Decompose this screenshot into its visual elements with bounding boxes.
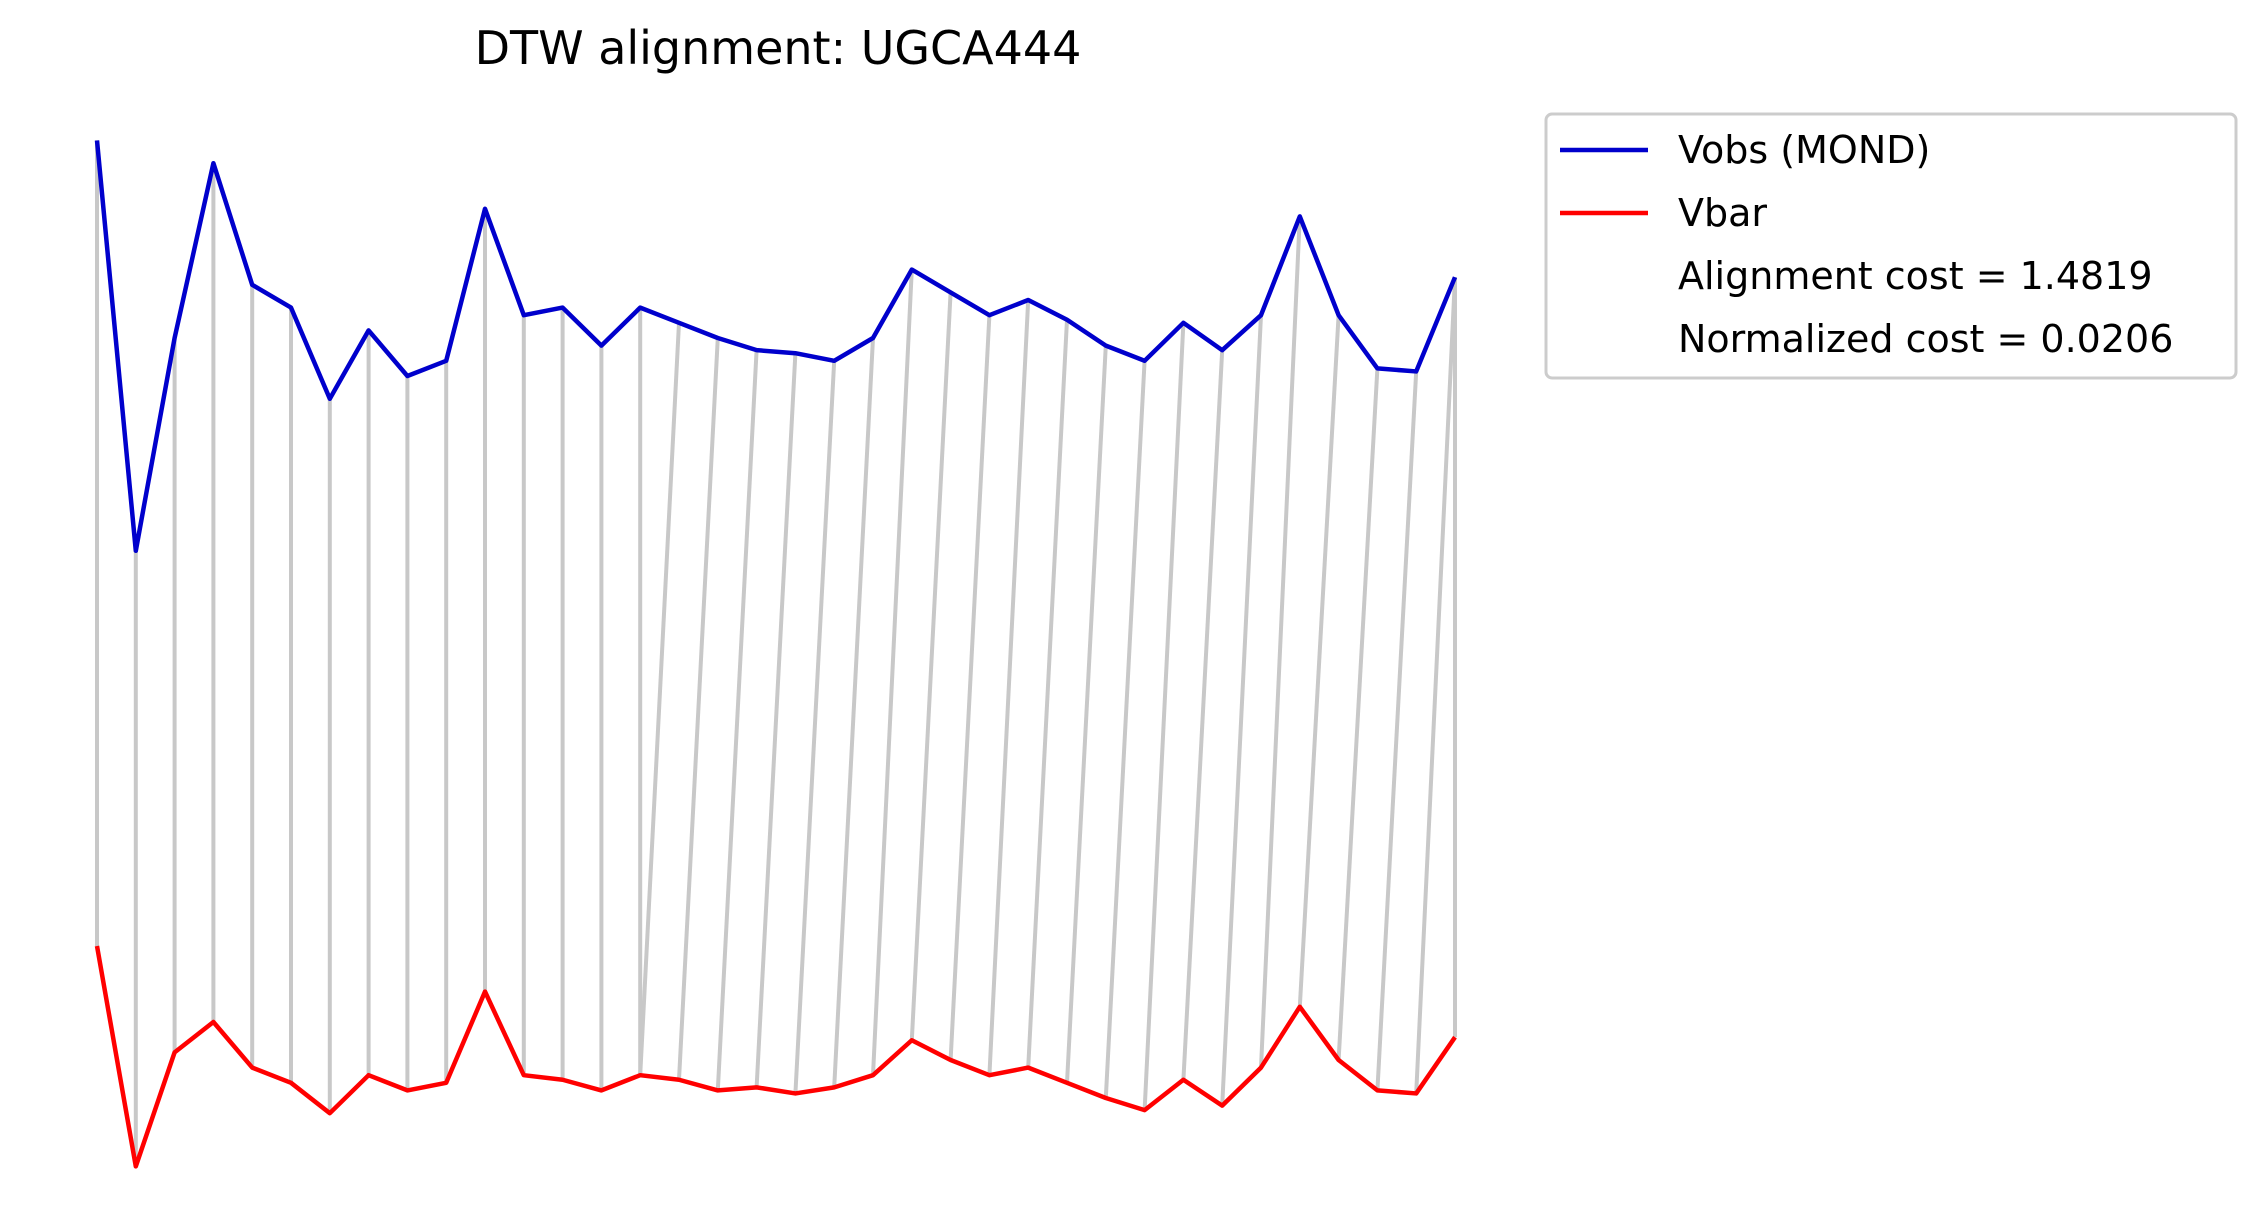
alignment-line-17-16 — [715, 350, 759, 1091]
alignment-line-23-22 — [948, 315, 992, 1061]
alignment-line-28-27 — [1142, 322, 1186, 1111]
alignment-line-21-20 — [871, 269, 914, 1076]
alignment-line-22-21 — [909, 292, 953, 1041]
alignment-line-34-33 — [1375, 371, 1419, 1091]
alignment-line-32-31 — [1297, 315, 1341, 1007]
alignment-line-27-26 — [1103, 360, 1147, 1099]
alignment-line-20-19 — [832, 337, 875, 1088]
alignment-line-30-29 — [1220, 315, 1263, 1106]
alignment-line-26-25 — [1065, 345, 1108, 1083]
alignment-lines — [95, 140, 1457, 1167]
alignment-line-29-28 — [1181, 350, 1225, 1080]
legend: Vobs (MOND) Vbar Alignment cost = 1.4819 No… — [1544, 112, 2238, 380]
alignment-line-19-18 — [793, 360, 837, 1094]
legend-label-2: Alignment cost = 1.4819 — [1678, 254, 2153, 298]
series-line-vobs-mond — [94, 140, 1458, 554]
chart-title: DTW alignment: UGCA444 — [475, 21, 1082, 75]
alignment-line-18-17 — [754, 353, 798, 1088]
alignment-line-24-23 — [987, 299, 1031, 1076]
alignment-line-35-34 — [1414, 277, 1457, 1094]
alignment-line-25-24 — [1026, 319, 1069, 1068]
alignment-line-15-14 — [638, 322, 681, 1076]
legend-label-1: Vbar — [1678, 191, 1767, 235]
alignment-line-16-15 — [677, 337, 720, 1080]
legend-entries: Vobs (MOND) Vbar Alignment cost = 1.4819 No… — [1560, 128, 2173, 361]
plot-area — [94, 140, 1458, 1169]
series-lines — [94, 140, 1458, 1169]
legend-label-0: Vobs (MOND) — [1678, 128, 1930, 172]
legend-frame — [1544, 112, 2238, 380]
alignment-line-31-30 — [1259, 216, 1302, 1068]
legend-label-3: Normalized cost = 0.0206 — [1678, 317, 2173, 361]
series-line-vbar — [94, 945, 1457, 1169]
alignment-line-33-32 — [1336, 368, 1380, 1061]
